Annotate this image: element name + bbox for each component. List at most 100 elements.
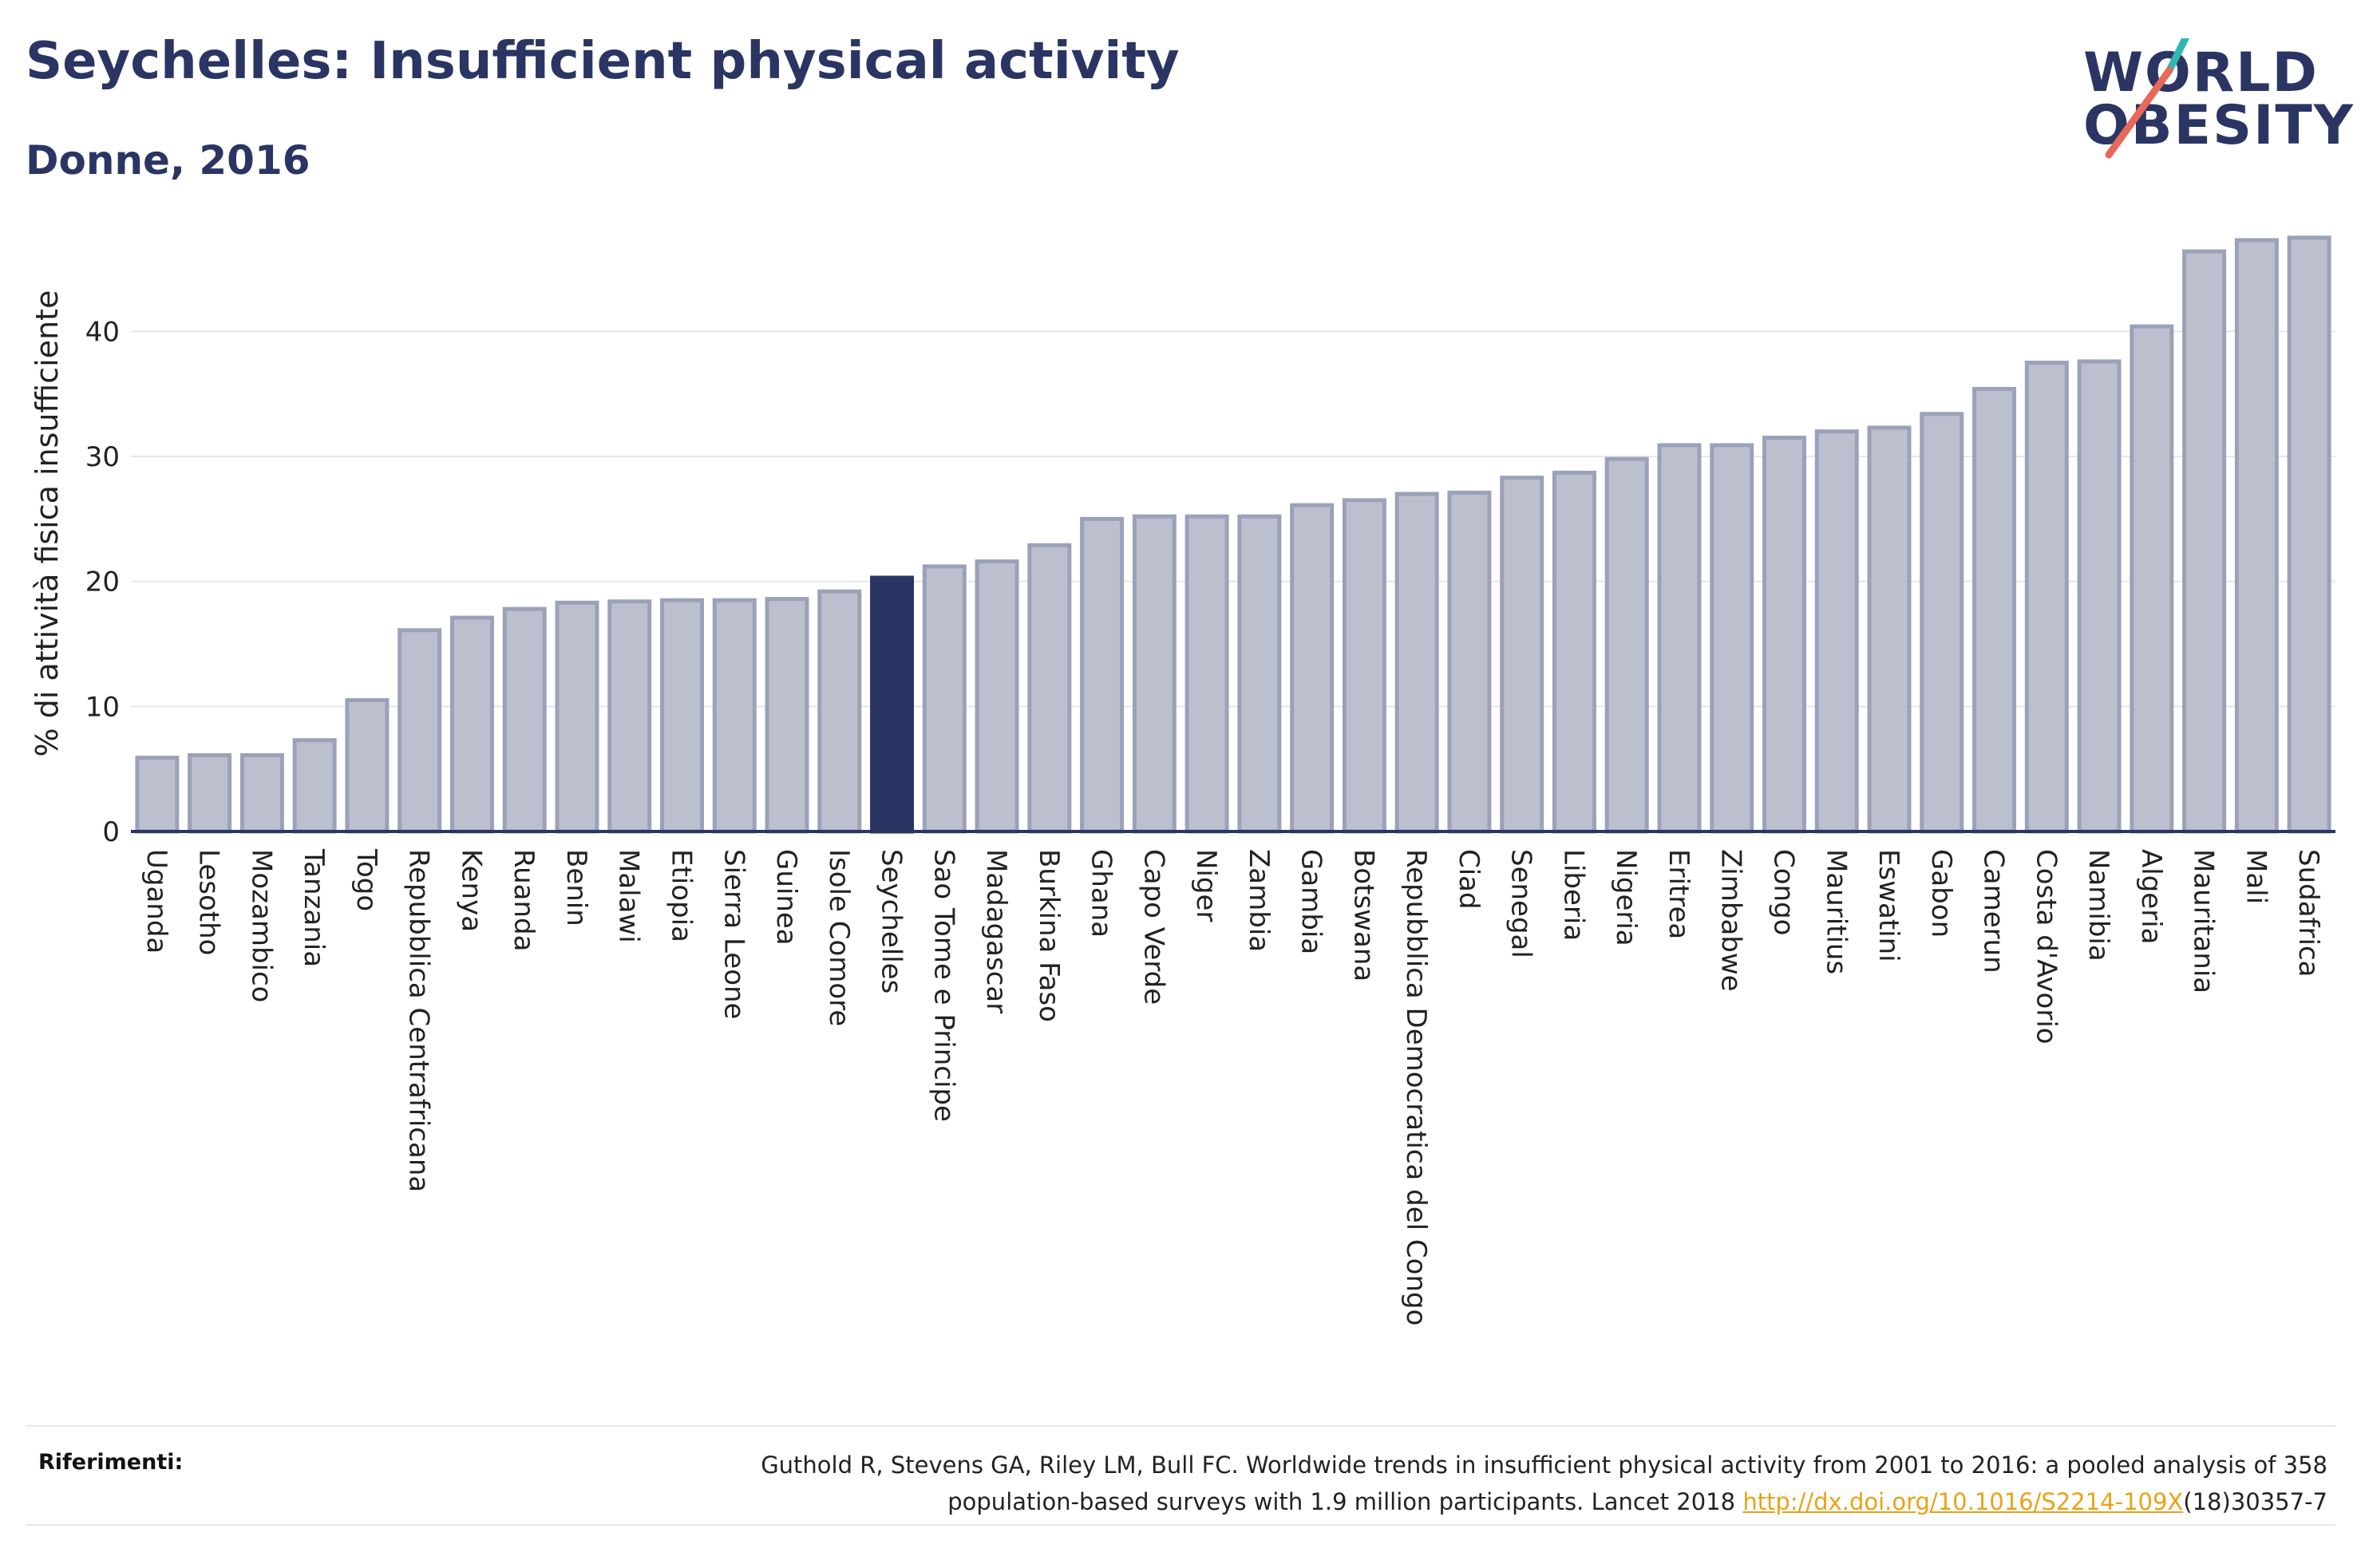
- x-tick-label: Kenya: [455, 849, 487, 932]
- x-tick-label: Nigeria: [1610, 849, 1642, 946]
- bar: [2287, 235, 2331, 834]
- bar: [975, 559, 1019, 834]
- x-tick-label: Camerun: [1978, 849, 2010, 974]
- x-tick-label: Repubblica Centrafricana: [403, 849, 435, 1192]
- bar: [1552, 470, 1596, 834]
- x-tick-label: Togo: [350, 848, 382, 911]
- y-tick-label: 20: [85, 567, 120, 598]
- logo-line-world: WORLD: [2083, 41, 2319, 105]
- bar: [2130, 324, 2174, 834]
- x-tick-label: Mauritania: [2188, 849, 2220, 993]
- bar: [1972, 386, 2017, 834]
- bar: [712, 598, 757, 834]
- x-tick-label: Benin: [560, 849, 592, 926]
- bar: [1027, 543, 1072, 834]
- world-obesity-logo: WORLD OBESITY: [2083, 38, 2353, 166]
- x-tick-label: Algeria: [2135, 849, 2167, 944]
- y-tick-label: 30: [85, 441, 120, 473]
- x-tick-label: Zimbabwe: [1715, 849, 1747, 992]
- chart-title: Seychelles: Insufficient physical activi…: [26, 32, 1180, 91]
- bar: [502, 606, 547, 834]
- logo-slash-icon: [2105, 38, 2190, 159]
- x-tick-label: Botswana: [1347, 849, 1379, 981]
- bar: [2182, 249, 2227, 834]
- x-tick-label: Niger: [1190, 849, 1222, 922]
- references-label: Riferimenti:: [38, 1450, 184, 1475]
- bar: [1290, 503, 1335, 834]
- divider-bottom: [26, 1524, 2335, 1526]
- references-doi-link[interactable]: http://dx.doi.org/10.1016/S2214-109X: [1742, 1488, 2184, 1515]
- bar: [817, 589, 862, 834]
- bar: [660, 598, 704, 834]
- x-tick-label: Madagascar: [980, 849, 1012, 1013]
- y-tick-label: 40: [85, 316, 120, 348]
- bar: [1447, 490, 1492, 834]
- bar: [449, 615, 494, 834]
- bar: [135, 756, 180, 834]
- x-tick-label: Namibia: [2082, 849, 2114, 962]
- bar: [1184, 514, 1229, 834]
- x-tick-label: Ghana: [1086, 849, 1117, 938]
- x-tick-label: Guinea: [770, 849, 802, 946]
- references-text: Guthold R, Stevens GA, Riley LM, Bull FC…: [492, 1447, 2327, 1520]
- x-tick-label: Etiopia: [666, 849, 698, 942]
- bar: [1657, 443, 1702, 834]
- bar: [2024, 361, 2069, 834]
- y-tick-label: 0: [102, 816, 120, 848]
- bar: [2077, 359, 2122, 834]
- x-tick-label: Sudafrica: [2292, 849, 2324, 977]
- x-tick-label: Capo Verde: [1137, 849, 1169, 1005]
- x-tick-label: Lesotho: [193, 849, 225, 955]
- x-tick-label: Sierra Leone: [718, 849, 749, 1019]
- bar: [922, 564, 967, 834]
- x-tick-label: Sao Tome e Principe: [927, 849, 959, 1122]
- bar-chart: 0 10 20 30 40 % di attività fisica insufficie…: [30, 235, 2335, 1325]
- x-tick-label: Repubblica Democratica del Congo: [1400, 849, 1432, 1325]
- bar: [188, 752, 232, 834]
- y-axis-title: % di attività fisica insufficiente: [30, 290, 65, 757]
- divider-top: [26, 1425, 2335, 1427]
- x-tick-label: Isole Comore: [823, 849, 855, 1026]
- x-tick-label: Costa d'Avorio: [2030, 849, 2062, 1045]
- x-tick-label: Eswatini: [1873, 849, 1904, 962]
- x-tick-label: Mozambico: [245, 849, 277, 1002]
- bar: [239, 752, 284, 834]
- x-tick-label: Tanzania: [298, 848, 330, 967]
- bar: [1080, 516, 1125, 834]
- x-tick-label: Ruanda: [508, 849, 540, 951]
- bar: [1710, 443, 1754, 834]
- y-tick-label: 10: [85, 691, 120, 723]
- bar: [1604, 456, 1649, 834]
- references-line2-prefix: population-based surveys with 1.9 millio…: [947, 1488, 1743, 1515]
- bar: [555, 600, 599, 834]
- bar: [870, 575, 915, 834]
- x-tick-label: Congo: [1768, 849, 1800, 935]
- x-tick-label: Zambia: [1243, 849, 1275, 952]
- x-tick-label: Gabon: [1925, 849, 1957, 938]
- bar: [2234, 238, 2279, 834]
- references-line1: Guthold R, Stevens GA, Riley LM, Bull FC…: [761, 1451, 2327, 1479]
- chart-subtitle: Donne, 2016: [26, 137, 310, 184]
- bar: [1814, 429, 1859, 834]
- x-tick-label: Mali: [2240, 849, 2272, 904]
- x-tick-label: Burkina Faso: [1033, 849, 1065, 1022]
- bar: [1920, 412, 1964, 834]
- x-tick-label: Gambia: [1295, 849, 1327, 954]
- bar: [1762, 436, 1806, 834]
- x-tick-label: Mauritius: [1820, 849, 1852, 974]
- bar: [607, 599, 652, 834]
- bar: [1237, 514, 1282, 834]
- x-tick-label: Malawi: [613, 849, 645, 943]
- bar: [397, 628, 442, 834]
- x-tick-label: Ciad: [1453, 849, 1485, 910]
- x-tick-label: Seychelles: [876, 849, 908, 993]
- bar: [345, 698, 390, 834]
- bar: [765, 597, 809, 834]
- bar: [1132, 514, 1177, 834]
- x-tick-label: Uganda: [140, 849, 172, 954]
- bar: [1342, 498, 1386, 834]
- bar: [1394, 492, 1439, 834]
- x-tick-label: Eritrea: [1663, 849, 1695, 939]
- x-tick-label: Liberia: [1557, 849, 1589, 941]
- bar: [1500, 476, 1544, 834]
